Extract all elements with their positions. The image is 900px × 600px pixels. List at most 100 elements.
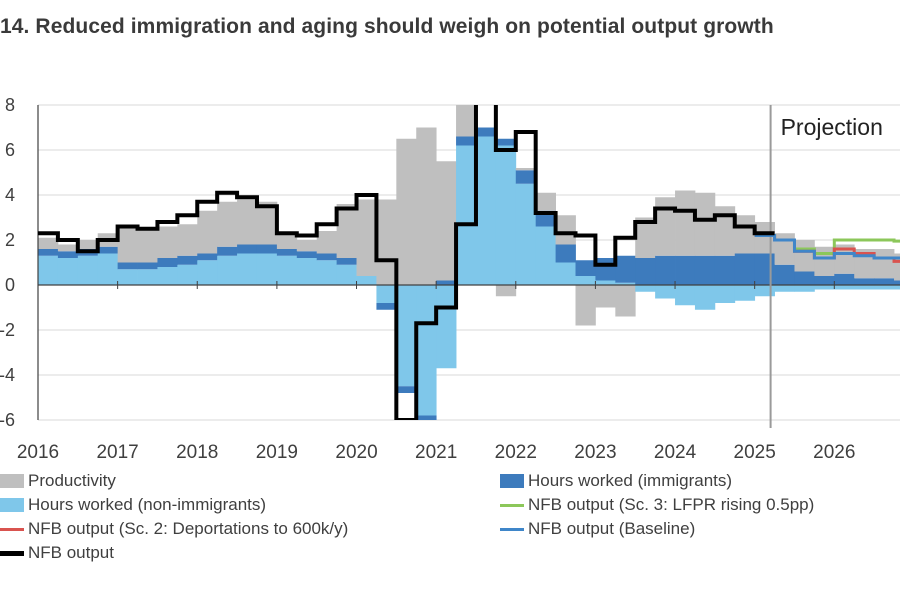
bar-productivity xyxy=(615,285,636,317)
bar-productivity xyxy=(197,210,218,254)
chart-title: 14. Reduced immigration and aging should… xyxy=(0,15,774,38)
legend-label-hours-immigrants: Hours worked (immigrants) xyxy=(528,471,733,490)
bar-productivity xyxy=(276,233,298,249)
bar-hours-immigrants xyxy=(256,244,278,254)
bar-productivity xyxy=(237,199,258,245)
bar-productivity xyxy=(38,237,59,249)
bar-hours-immigrants xyxy=(436,280,457,285)
legend-nfb-output: NFB output xyxy=(0,543,114,563)
bar-productivity xyxy=(794,240,815,272)
bar-productivity xyxy=(416,127,437,285)
bar-hours-non-immigrants xyxy=(296,258,318,285)
bar-productivity xyxy=(157,226,178,258)
line-nfb-output xyxy=(38,105,775,420)
bar-hours-non-immigrants xyxy=(694,285,716,310)
x-tick-label: 2023 xyxy=(574,442,616,463)
bar-hours-immigrants xyxy=(595,258,616,281)
bar-hours-immigrants xyxy=(635,258,656,285)
bar-hours-non-immigrants xyxy=(734,285,756,301)
bar-productivity xyxy=(734,215,756,254)
y-tick-label: 8 xyxy=(5,95,15,115)
bar-productivity xyxy=(555,215,576,245)
legend-swatch-sc3 xyxy=(500,503,524,507)
bar-hours-immigrants xyxy=(137,262,158,270)
bar-hours-immigrants xyxy=(117,262,138,270)
bar-hours-immigrants xyxy=(38,249,59,256)
bar-productivity xyxy=(336,204,357,258)
bar-hours-immigrants xyxy=(894,280,900,285)
bar-hours-immigrants xyxy=(396,386,417,393)
bar-hours-immigrants xyxy=(177,255,198,265)
bar-hours-non-immigrants xyxy=(97,253,119,285)
bar-hours-non-immigrants xyxy=(555,262,576,285)
bar-productivity xyxy=(635,217,656,258)
bar-hours-non-immigrants xyxy=(854,285,875,290)
bar-hours-non-immigrants xyxy=(575,276,596,285)
bar-hours-immigrants xyxy=(734,253,756,285)
x-axis-ticks: 2016 2017 2018 2019 2020 2021 2022 2023 2024 2025… xyxy=(17,442,856,463)
bar-hours-non-immigrants xyxy=(774,285,795,292)
projection-label: Projection xyxy=(781,114,883,140)
bar-productivity xyxy=(376,199,397,285)
bar-hours-non-immigrants xyxy=(57,258,79,285)
bar-hours-immigrants xyxy=(655,255,676,285)
bar-hours-non-immigrants xyxy=(675,285,696,306)
bar-hours-non-immigrants xyxy=(615,282,636,285)
x-tick-label: 2022 xyxy=(495,442,537,463)
legend-label-sc2: NFB output (Sc. 2: Deportations to 600k/… xyxy=(28,519,349,538)
line-baseline xyxy=(754,234,900,260)
bar-hours-immigrants xyxy=(714,255,736,285)
legend-swatch-sc2 xyxy=(0,527,24,531)
legend-hours-non-immigrants: Hours worked (non-immigrants) xyxy=(0,495,266,515)
bar-hours-immigrants xyxy=(97,246,119,254)
bar-hours-immigrants xyxy=(794,271,815,285)
bar-productivity xyxy=(575,285,596,326)
bar-hours-non-immigrants xyxy=(894,285,900,290)
bar-productivity xyxy=(296,240,318,252)
bar-hours-non-immigrants xyxy=(336,264,357,285)
bar-hours-non-immigrants xyxy=(77,255,99,285)
bar-productivity xyxy=(814,246,835,276)
bar-hours-non-immigrants xyxy=(595,280,616,285)
x-tick-label: 2019 xyxy=(256,442,298,463)
bar-productivity xyxy=(834,244,855,274)
bar-hours-non-immigrants xyxy=(117,269,138,285)
bar-hours-immigrants xyxy=(456,136,477,146)
bar-hours-non-immigrants xyxy=(237,253,258,285)
bar-hours-immigrants xyxy=(575,260,596,276)
bar-productivity xyxy=(714,206,736,256)
bar-hours-non-immigrants xyxy=(217,255,238,285)
x-tick-label: 2021 xyxy=(415,442,457,463)
bar-hours-non-immigrants xyxy=(456,145,477,285)
legend-swatch-hours-non-immigrants xyxy=(0,498,24,512)
y-tick-label: 2 xyxy=(5,230,15,250)
x-tick-label: 2025 xyxy=(734,442,776,463)
bar-hours-non-immigrants xyxy=(416,285,437,416)
y-tick-label: -4 xyxy=(0,365,15,385)
bar-productivity xyxy=(316,231,338,254)
legend-swatch-hours-immigrants xyxy=(500,474,524,488)
y-tick-label: 6 xyxy=(5,140,15,160)
legend-sc3: NFB output (Sc. 3: LFPR rising 0.5pp) xyxy=(500,495,814,515)
bar-hours-immigrants xyxy=(774,264,795,285)
bar-hours-non-immigrants xyxy=(137,269,158,285)
bar-hours-non-immigrants xyxy=(396,285,417,387)
bar-hours-non-immigrants xyxy=(316,260,338,285)
bar-hours-non-immigrants xyxy=(655,285,676,299)
legend-hours-immigrants: Hours worked (immigrants) xyxy=(500,471,732,491)
bar-hours-immigrants xyxy=(237,244,258,254)
bar-hours-immigrants xyxy=(336,258,357,265)
bar-hours-immigrants xyxy=(217,246,238,256)
bar-productivity xyxy=(874,249,895,279)
zero-axis xyxy=(37,105,900,420)
legend-swatch-baseline xyxy=(500,527,524,531)
bar-productivity xyxy=(256,201,278,245)
bar-hours-non-immigrants xyxy=(276,255,298,285)
legend-productivity: Productivity xyxy=(0,471,116,491)
bar-hours-immigrants xyxy=(57,251,79,258)
bar-hours-non-immigrants xyxy=(177,264,198,285)
bar-hours-non-immigrants xyxy=(814,285,835,290)
bar-hours-immigrants xyxy=(694,255,716,285)
legend-label-nfb-output: NFB output xyxy=(28,543,114,562)
bar-hours-immigrants xyxy=(495,138,517,146)
